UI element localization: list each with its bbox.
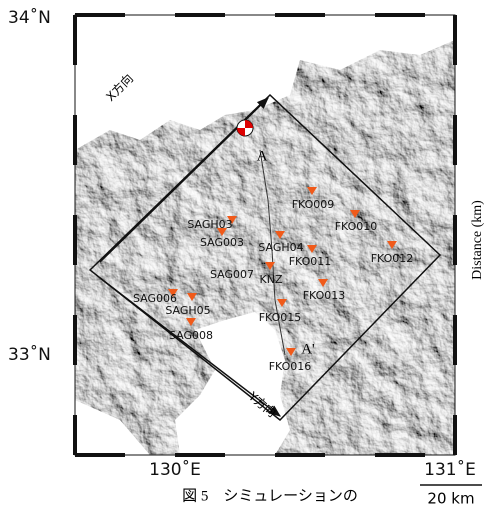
scale-label: 20 km [427, 490, 474, 508]
caption: 図 5 シミュレーションの [182, 487, 358, 504]
figure: FKO009SAGH03SAG003FKO010SAGH04FKO011FKO0… [0, 0, 488, 511]
station-label: KNZ [260, 273, 283, 286]
station-label: SAG007 [210, 268, 254, 281]
station-label: SAGH05 [165, 304, 210, 317]
point-a: A [257, 148, 268, 164]
side-label: Distance (km) [470, 200, 485, 280]
station-label: FKO015 [259, 311, 302, 324]
focal-mechanism [237, 120, 253, 136]
station-label: SAG003 [200, 236, 244, 249]
lat-label: 34˚N [8, 7, 51, 28]
station-label: FKO013 [303, 289, 346, 302]
station-label: FKO011 [289, 255, 332, 268]
station-label: FKO010 [335, 220, 378, 233]
lon-label: 131˚E [424, 459, 476, 480]
station-label: FKO012 [371, 252, 414, 265]
lat-label: 33˚N [8, 344, 51, 365]
station-label: FKO016 [269, 360, 312, 373]
station-label: SAG008 [169, 329, 213, 342]
lon-label: 130˚E [149, 459, 201, 480]
point-a-prime: A' [301, 341, 315, 357]
station-label: FKO009 [292, 198, 335, 211]
station-label: SAGH04 [258, 241, 303, 254]
